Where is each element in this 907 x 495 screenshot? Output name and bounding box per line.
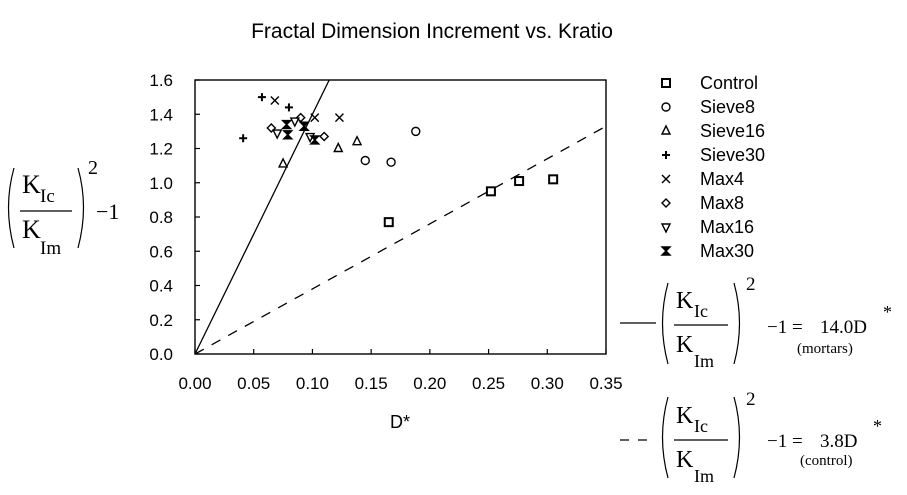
svg-text:2: 2 [746,389,756,410]
y-label-denominator-sub: Im [40,238,61,259]
point-control [485,186,496,197]
plot-frame [194,79,607,355]
y-label-numerator-sub: Ic [40,186,55,207]
y-tick-label: 1.4 [149,105,173,124]
legend-label-max4: Max4 [700,169,744,189]
svg-text:*: * [883,302,892,322]
legend-label-max16: Max16 [700,217,754,237]
y-label-denominator: K [22,215,41,244]
point-max30 [298,121,310,131]
svg-text:K: K [676,332,694,358]
point-sieve8 [411,126,421,137]
svg-text:K: K [676,288,694,314]
svg-text:Ic: Ic [694,301,708,321]
fit-line-solid [194,79,330,355]
equation-mortars-rhs: 14.0D [820,317,867,338]
point-max30 [282,130,294,140]
equation-mortars-lhs: −1 = [767,317,803,338]
legend-label-control: Control [700,73,758,93]
fit-line-dashed [194,125,607,355]
point-control [548,174,559,185]
svg-text:Ic: Ic [694,416,708,436]
point-max16 [272,129,283,140]
y-tick-label: 1.2 [149,140,173,159]
legend-marker-sieve16 [660,124,672,135]
point-sieve8 [360,155,370,166]
x-tick-label: 0.10 [296,374,329,393]
y-tick-label: 0.0 [149,345,173,364]
equation-mortars-note: (mortars) [797,341,853,357]
y-tick-label: 0.6 [149,242,173,261]
point-sieve16 [351,135,363,146]
legend-marker-max4 [661,174,671,184]
y-axis-ticks: 0.0 0.2 0.4 0.6 0.8 1.0 1.2 1.4 1.6 [149,71,200,364]
svg-text:K: K [676,447,694,473]
svg-text:K: K [676,403,694,429]
y-axis-label: K Ic K Im 2 −1 [7,157,119,259]
legend-label-sieve8: Sieve8 [700,97,755,117]
point-max16 [289,117,300,128]
point-sieve8 [386,157,396,167]
legend: Control Sieve8 Sieve16 Sieve30 Max4 Max8 Max16… [660,73,765,261]
point-max8 [266,122,277,133]
point-sieve30 [257,93,266,102]
legend-label-sieve16: Sieve16 [700,121,765,141]
x-axis-label: D* [390,412,410,432]
fit-equation-mortars: K Ic K Im 2 −1 = 14.0D * (mortars) [620,274,892,371]
x-tick-label: 0.05 [237,374,270,393]
point-sieve16 [333,141,344,153]
point-max4 [270,96,280,106]
x-tick-label: 0.30 [531,374,564,393]
point-sieve30 [284,103,293,112]
x-tick-label: 0.25 [472,374,505,393]
x-tick-label: 0.35 [589,374,622,393]
svg-text:Im: Im [694,351,714,371]
point-control [383,217,394,228]
y-tick-label: 1.6 [149,71,173,90]
y-tick-label: 0.4 [149,277,173,296]
x-tick-label: 0.20 [413,374,446,393]
svg-text:2: 2 [746,274,756,295]
equation-control-note: (control) [800,453,852,469]
point-max4 [310,113,320,123]
data-points [239,93,559,228]
equation-control-rhs: 3.8D [820,431,857,452]
y-tick-label: 1.0 [149,174,173,193]
svg-text:*: * [873,416,882,436]
legend-marker-control [661,78,671,88]
fit-equation-control: K Ic K Im 2 −1 = 3.8D * (control) [620,389,882,486]
point-control [514,176,525,187]
legend-marker-max8 [661,198,671,208]
chart-title: Fractal Dimension Increment vs. Kratio [251,20,613,43]
legend-marker-sieve30 [662,151,670,159]
y-tick-label: 0.8 [149,208,173,227]
legend-marker-max30 [660,246,672,256]
legend-label-sieve30: Sieve30 [700,145,765,165]
y-label-numerator: K [22,170,41,199]
point-max8 [319,131,330,142]
legend-label-max30: Max30 [700,241,754,261]
y-label-suffix: −1 [96,199,119,224]
fit-lines [194,79,607,355]
y-tick-label: 0.2 [149,311,173,330]
equation-control-lhs: −1 = [767,431,803,452]
x-tick-label: 0.15 [355,374,388,393]
x-tick-label: 0.00 [178,374,211,393]
svg-text:Im: Im [694,466,714,486]
point-max30 [280,119,293,130]
legend-label-max8: Max8 [700,193,744,213]
legend-marker-max16 [660,223,672,234]
point-max30 [309,135,321,145]
point-sieve30 [239,134,248,143]
point-sieve16 [277,157,289,168]
x-axis-ticks: 0.00 0.05 0.10 0.15 0.20 0.25 0.30 0.35 [178,349,623,393]
y-label-exponent: 2 [88,157,98,179]
point-max4 [334,113,344,123]
legend-marker-sieve8 [661,102,671,112]
